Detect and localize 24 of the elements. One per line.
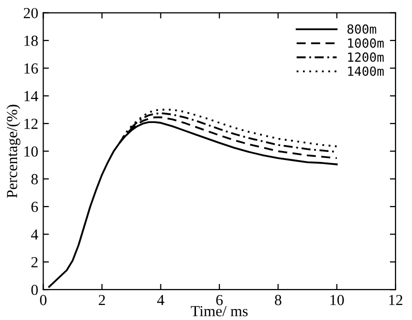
x-tick-label: 4 xyxy=(157,295,164,306)
y-tick-label: 4 xyxy=(31,229,38,240)
y-tick-label: 10 xyxy=(24,146,38,157)
x-tick-label: 8 xyxy=(274,294,282,306)
y-tick-label: 20 xyxy=(24,8,38,18)
y-tick-label: 8 xyxy=(31,174,38,184)
legend-label: 1000m xyxy=(348,38,384,48)
x-tick-label: 0 xyxy=(40,294,46,306)
legend-label: 1400m xyxy=(348,66,384,76)
x-tick-label: 12 xyxy=(389,294,402,306)
y-axis-title: Percentage/(%) xyxy=(6,104,20,198)
x-tick-label: 2 xyxy=(98,294,105,306)
legend-label: 800m xyxy=(347,24,376,34)
legend-label: 1200m xyxy=(348,52,384,62)
x-tick-label: 6 xyxy=(216,294,223,306)
x-axis-title: Time/ ms xyxy=(190,306,248,316)
x-tick-label: 10 xyxy=(330,294,344,306)
y-tick-label: 2 xyxy=(31,257,38,268)
y-tick-label: 14 xyxy=(24,91,38,102)
y-tick-label: 6 xyxy=(31,202,38,212)
y-tick-label: 12 xyxy=(24,118,38,129)
y-tick-label: 16 xyxy=(24,63,38,74)
y-tick-label: 18 xyxy=(24,36,38,46)
y-tick-label: 0 xyxy=(31,284,38,296)
